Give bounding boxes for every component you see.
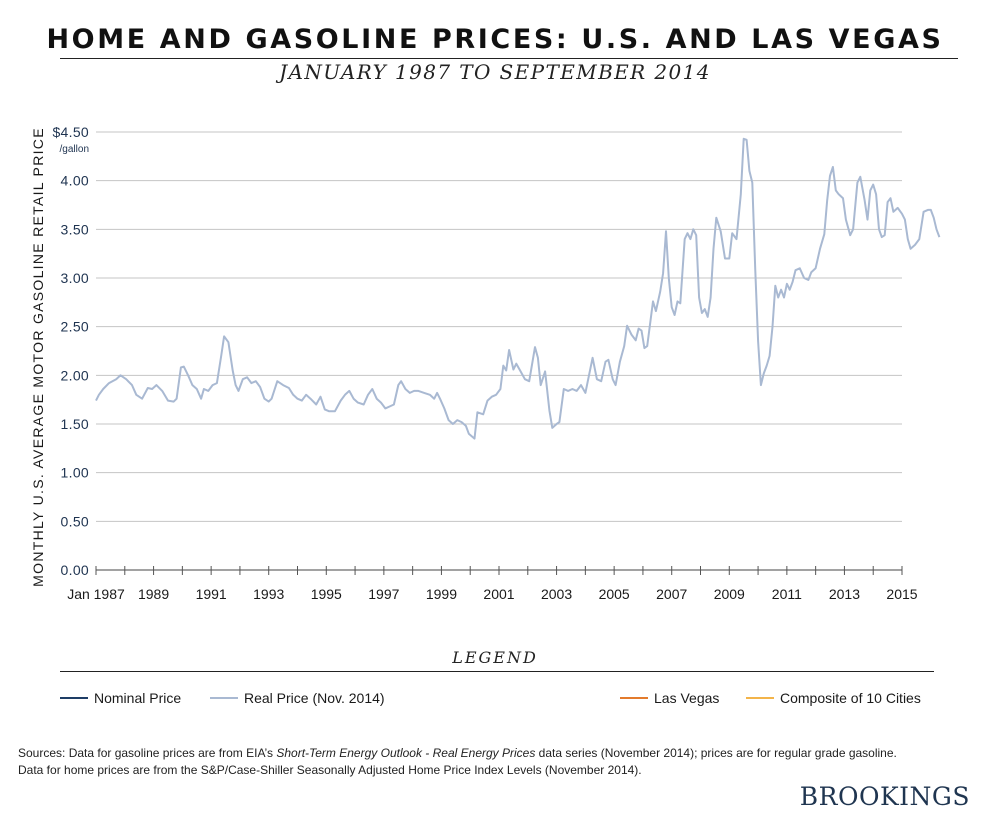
x-tick-label: 2015	[886, 586, 917, 602]
legend-item-real-price: Real Price (Nov. 2014)	[210, 689, 385, 707]
y-tick-label: 2.00	[61, 367, 89, 383]
legend-swatch-real	[210, 697, 238, 699]
x-tick-label: 2003	[541, 586, 572, 602]
legend-label-las-vegas: Las Vegas	[654, 690, 720, 706]
y-tick-label: 0.50	[61, 513, 89, 529]
legend-label-composite: Composite of 10 Cities	[780, 690, 921, 706]
title-divider	[60, 58, 958, 59]
legend-item-las-vegas: Las Vegas	[620, 689, 719, 707]
x-tick-label: 1999	[426, 586, 457, 602]
x-tick-label: 2011	[772, 586, 802, 602]
x-tick-label: Jan 1987	[67, 586, 125, 602]
sources-line-1-start: Sources: Data for gasoline prices are fr…	[18, 746, 277, 760]
y-tick-label: 3.50	[61, 221, 89, 237]
axis-labels: 0.00 0.50 1.00 1.50 2.00 2.50 3.00 3.50 4.00 $4.5…	[30, 124, 918, 602]
gasoline-price-chart: 0.00 0.50 1.00 1.50 2.00 2.50 3.00 3.50 4.00 $4.5…	[30, 124, 941, 602]
chart-title: HOME AND GASOLINE PRICES: U.S. AND LAS V…	[46, 24, 944, 55]
x-tick-label: 1995	[311, 586, 342, 602]
sources-line-1: Sources: Data for gasoline prices are fr…	[18, 745, 983, 762]
sources-line-2: Data for home prices are from the S&P/Ca…	[18, 763, 642, 777]
y-unit-label: /gallon	[60, 144, 89, 155]
legend-swatch-composite	[746, 697, 774, 699]
y-tick-label: 1.00	[61, 465, 89, 481]
x-tick-label: 1993	[253, 586, 284, 602]
x-tick-label: 1997	[368, 586, 399, 602]
x-tick-label: 1991	[196, 586, 227, 602]
x-tick-label: 2013	[829, 586, 860, 602]
legend-label-nominal: Nominal Price	[94, 690, 182, 706]
legend-label-real: Real Price (Nov. 2014)	[244, 690, 385, 706]
x-tick-label: 2005	[599, 586, 630, 602]
axis-ticks	[95, 566, 903, 575]
legend-item-composite: Composite of 10 Cities	[746, 689, 921, 707]
y-tick-label: 3.00	[61, 270, 89, 286]
y-tick-label: 2.50	[61, 319, 89, 335]
legend-swatch-las-vegas	[620, 697, 648, 699]
sources-line-1-end: data series (November 2014); prices are …	[535, 746, 897, 760]
legend-swatch-nominal	[60, 697, 88, 699]
x-tick-label: 1989	[138, 586, 169, 602]
sources-dataset-name: Short-Term Energy Outlook - Real Energy …	[276, 746, 536, 760]
y-tick-label: 0.00	[61, 562, 89, 578]
legend-title: LEGEND	[452, 648, 538, 667]
grid-lines	[96, 131, 902, 571]
sources-note: Sources: Data for gasoline prices are fr…	[18, 745, 983, 779]
y-tick-label: $4.50	[52, 124, 89, 140]
y-tick-label: 1.50	[61, 416, 89, 432]
series-line-real-price	[95, 137, 941, 440]
y-axis-title: MONTHLY U.S. AVERAGE MOTOR GASOLINE RETA…	[30, 127, 46, 587]
x-tick-label: 2009	[714, 586, 745, 602]
x-tick-label: 2007	[656, 586, 687, 602]
y-tick-label: 4.00	[61, 173, 89, 189]
x-tick-label: 2001	[483, 586, 514, 602]
legend-item-nominal-price: Nominal Price	[60, 689, 181, 707]
chart-subtitle: JANUARY 1987 TO SEPTEMBER 2014	[279, 60, 711, 84]
brookings-logo: BROOKINGS	[799, 782, 970, 811]
legend-divider	[60, 671, 934, 672]
series-layer	[95, 137, 941, 440]
